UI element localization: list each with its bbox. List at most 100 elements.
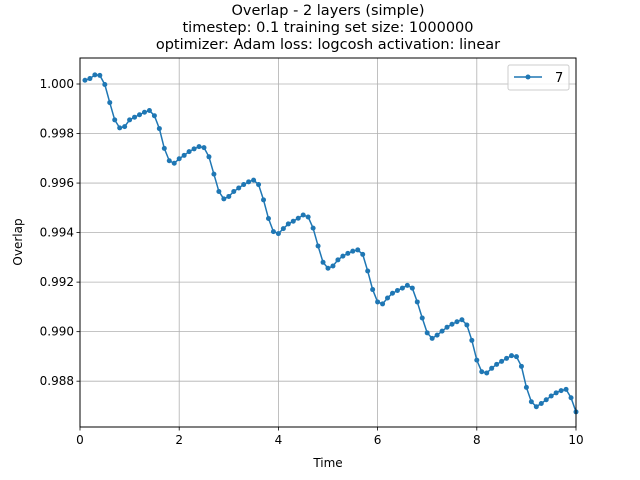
data-point: [191, 146, 197, 152]
data-point: [464, 322, 470, 328]
data-point: [290, 218, 296, 224]
x-tick-label: 2: [175, 433, 183, 447]
data-point: [469, 337, 475, 343]
data-point: [241, 182, 247, 188]
x-tick-label: 6: [374, 433, 382, 447]
plot-frame: [79, 57, 577, 428]
data-point: [528, 399, 534, 405]
legend-marker-sample: [525, 74, 531, 80]
data-point: [474, 357, 480, 363]
data-point: [270, 229, 276, 235]
data-point: [385, 295, 391, 301]
data-point: [107, 100, 113, 106]
data-point: [112, 117, 118, 123]
y-tick-label: 1.000: [40, 77, 74, 91]
y-tick-label: 0.992: [40, 275, 74, 289]
data-point: [295, 215, 301, 221]
data-point: [251, 177, 257, 183]
data-point: [399, 285, 405, 291]
data-point: [102, 82, 108, 87]
data-point: [325, 265, 331, 271]
data-point: [513, 354, 519, 360]
legend: 7: [507, 64, 570, 91]
data-point: [350, 248, 356, 254]
data-point: [122, 124, 128, 130]
data-point: [181, 152, 187, 158]
data-point: [231, 188, 237, 194]
data-point: [300, 212, 306, 218]
data-point: [137, 112, 143, 118]
data-point: [146, 108, 152, 113]
data-point: [449, 321, 455, 327]
data-point: [459, 317, 465, 323]
axis-ticks: 0 2 4 6 8 10 0.988 0.990 0.992 0.994 0.996 0.998 1.0…: [40, 77, 584, 447]
data-point: [409, 285, 415, 291]
y-tick-label: 0.994: [40, 226, 74, 240]
data-point: [280, 226, 286, 232]
y-tick-label: 0.990: [40, 325, 74, 339]
data-point: [186, 149, 192, 155]
data-point: [414, 299, 420, 305]
data-point: [216, 188, 222, 194]
data-point: [335, 257, 341, 263]
data-point: [404, 282, 410, 288]
data-point: [429, 335, 435, 341]
series-line-7: [84, 74, 577, 413]
data-point: [275, 231, 281, 237]
x-tick-label: 0: [76, 433, 84, 447]
data-point: [320, 259, 326, 265]
data-point: [509, 353, 515, 359]
data-point: [310, 225, 316, 231]
data-point: [196, 144, 202, 150]
data-point: [504, 355, 510, 361]
data-point: [548, 393, 554, 399]
data-point: [419, 315, 425, 321]
data-point: [256, 182, 262, 188]
series-group: [82, 72, 579, 415]
data-point: [533, 404, 539, 410]
data-point: [285, 221, 291, 227]
data-point: [345, 250, 351, 256]
data-point: [97, 72, 103, 78]
title-line-3: optimizer: Adam loss: logcosh activation…: [156, 37, 500, 53]
data-point: [543, 397, 549, 403]
x-axis-label: Time: [312, 456, 342, 470]
data-point: [156, 126, 162, 132]
data-point: [558, 388, 564, 394]
data-point: [161, 145, 167, 151]
y-axis-label: Overlap: [11, 218, 25, 265]
data-point: [424, 330, 430, 336]
data-point: [479, 369, 485, 375]
x-tick-label: 8: [473, 433, 481, 447]
data-point: [484, 370, 490, 376]
data-point: [489, 365, 495, 371]
data-point: [176, 156, 182, 162]
data-point: [568, 395, 574, 401]
data-point: [380, 301, 386, 307]
data-point: [127, 117, 133, 123]
data-point: [340, 253, 346, 259]
data-point: [330, 263, 336, 269]
data-point: [499, 358, 505, 364]
data-point: [439, 328, 445, 334]
data-point: [553, 390, 559, 396]
data-point: [166, 158, 172, 164]
data-point: [523, 384, 529, 390]
data-point: [265, 215, 271, 221]
data-point: [370, 287, 376, 293]
data-point: [305, 214, 311, 220]
data-point: [221, 196, 227, 202]
title-line-1: Overlap - 2 layers (simple): [232, 3, 425, 19]
data-point: [211, 171, 217, 177]
data-point: [206, 154, 212, 160]
data-point: [434, 332, 440, 338]
x-tick-label: 10: [568, 433, 583, 447]
data-point: [394, 288, 400, 294]
data-point: [246, 179, 252, 185]
title-line-2: timestep: 0.1 training set size: 1000000: [182, 20, 473, 36]
data-point: [171, 160, 177, 166]
data-point: [226, 193, 232, 199]
data-point: [82, 77, 88, 83]
plot-area: [80, 58, 576, 427]
